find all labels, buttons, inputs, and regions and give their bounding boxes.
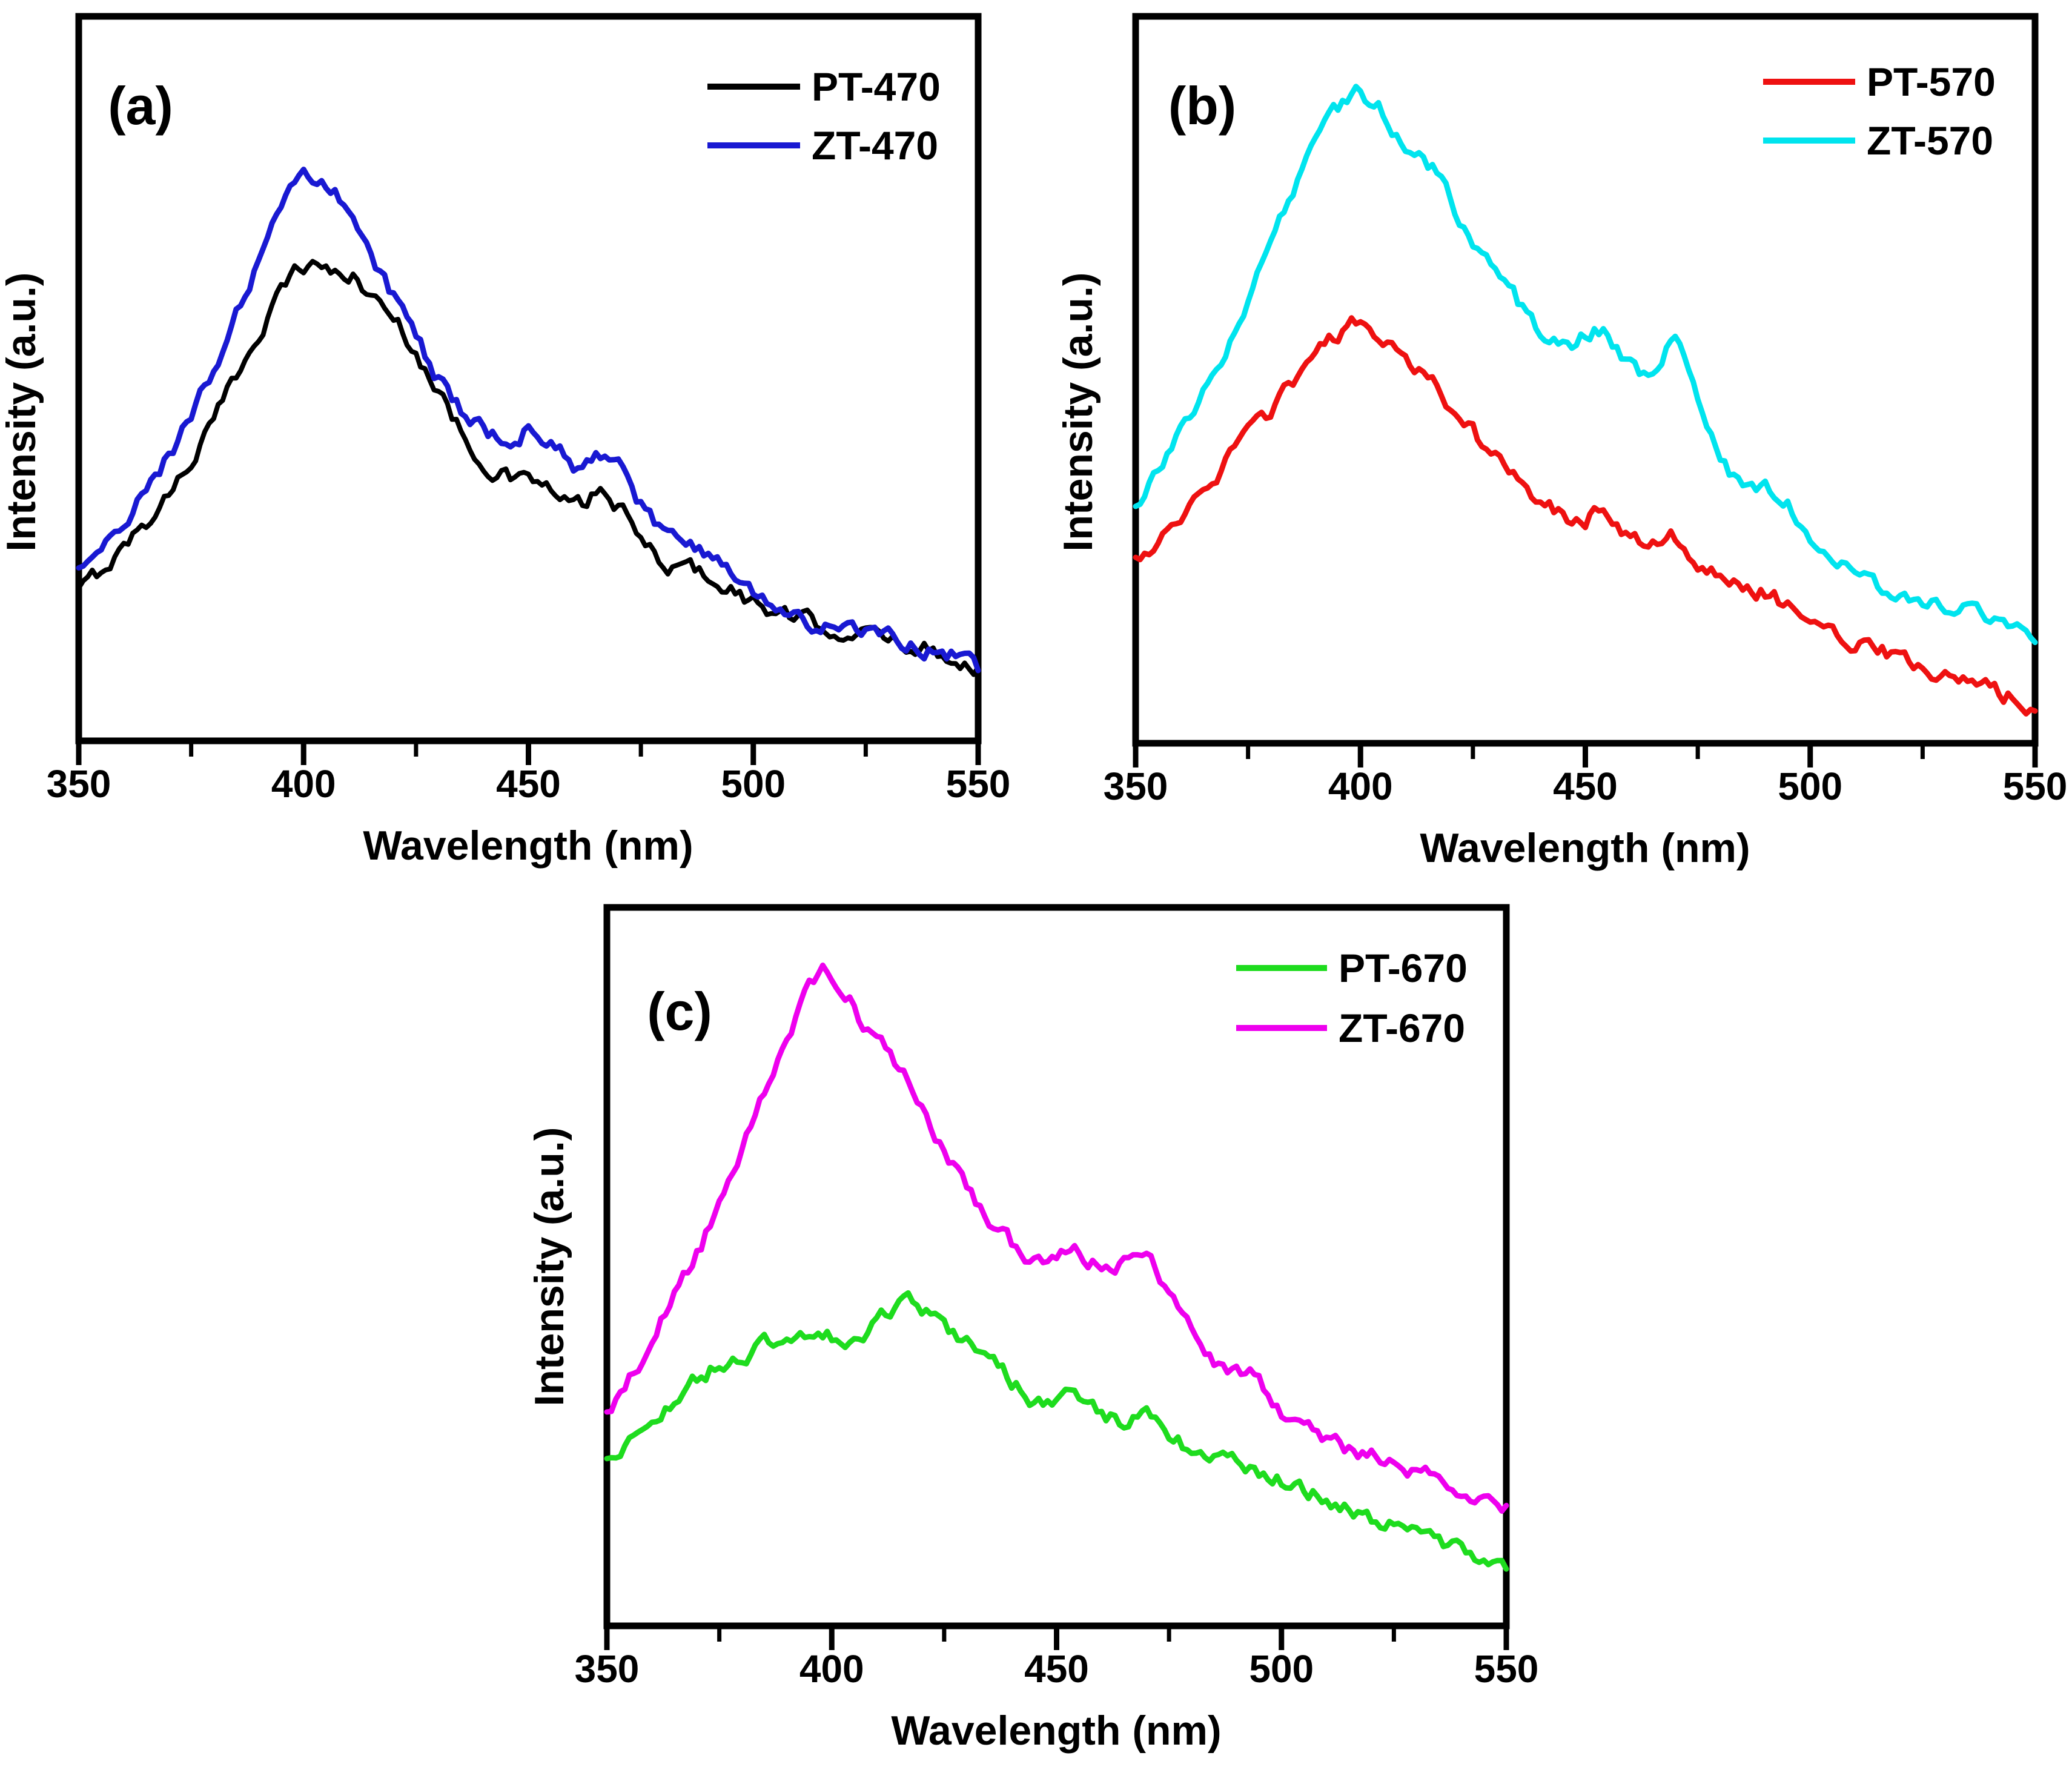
- x-axis-ticks-b: 350 400 450 500 550: [1104, 743, 2068, 808]
- legend-label-pt-570: PT-570: [1867, 59, 1996, 104]
- panel-letter-b: (b): [1168, 76, 1236, 136]
- x-axis-ticks-c: 350 400 450 500 550: [575, 1626, 1539, 1691]
- x-tick-label: 450: [1024, 1647, 1089, 1691]
- x-tick-label: 400: [1328, 764, 1393, 808]
- legend-label-pt-470: PT-470: [812, 64, 941, 109]
- y-axis-title-b: Intensity (a.u.): [1055, 273, 1101, 552]
- x-tick-label: 500: [1778, 764, 1842, 808]
- x-tick-label: 400: [271, 762, 336, 806]
- panel-c: 350 400 450 500 550 (c) Wavelength (nm) Inte…: [526, 904, 1539, 1754]
- legend-a: PT-470 ZT-470: [707, 64, 941, 168]
- curve-pt-670: [604, 1290, 1509, 1572]
- curve-zt-670: [604, 963, 1509, 1514]
- legend-c: PT-670 ZT-670: [1236, 946, 1468, 1050]
- curve-zt-470: [76, 167, 981, 674]
- x-tick-label: 350: [575, 1647, 640, 1691]
- legend-label-zt-570: ZT-570: [1867, 118, 1993, 163]
- panel-a: 350 400 450 500 550 (a) Wavelength (nm) Inte…: [0, 13, 1011, 869]
- x-tick-label: 500: [1249, 1647, 1314, 1691]
- legend-label-pt-670: PT-670: [1339, 946, 1468, 990]
- x-tick-label: 450: [496, 762, 561, 806]
- panel-letter-c: (c): [647, 981, 712, 1041]
- x-axis-title-b: Wavelength (nm): [1420, 825, 1750, 871]
- x-axis-title-a: Wavelength (nm): [363, 823, 693, 869]
- curves-b: [1133, 84, 2038, 717]
- legend-b: PT-570 ZT-570: [1763, 59, 1996, 163]
- x-axis-title-c: Wavelength (nm): [891, 1708, 1221, 1754]
- legend-label-zt-670: ZT-670: [1339, 1006, 1465, 1050]
- x-tick-label: 350: [1104, 764, 1168, 808]
- curve-zt-570: [1133, 84, 2038, 645]
- x-axis-ticks-a: 350 400 450 500 550: [47, 741, 1011, 806]
- y-axis-title-c: Intensity (a.u.): [526, 1127, 572, 1407]
- panel-b: 350 400 450 500 550 (b) Wavelength (nm) Inte…: [1055, 13, 2068, 871]
- legend-label-zt-470: ZT-470: [812, 123, 938, 168]
- y-axis-title-a: Intensity (a.u.): [0, 273, 44, 552]
- x-tick-label: 550: [946, 762, 1011, 806]
- panel-letter-a: (a): [108, 76, 173, 136]
- curves-c: [604, 963, 1509, 1572]
- x-tick-label: 550: [2003, 764, 2068, 808]
- x-tick-label: 500: [721, 762, 786, 806]
- x-tick-label: 400: [799, 1647, 864, 1691]
- x-tick-label: 550: [1474, 1647, 1539, 1691]
- curve-pt-470: [76, 259, 981, 677]
- x-tick-label: 450: [1553, 764, 1618, 808]
- curve-pt-570: [1133, 315, 2038, 717]
- curves-a: [76, 167, 981, 677]
- x-tick-label: 350: [47, 762, 111, 806]
